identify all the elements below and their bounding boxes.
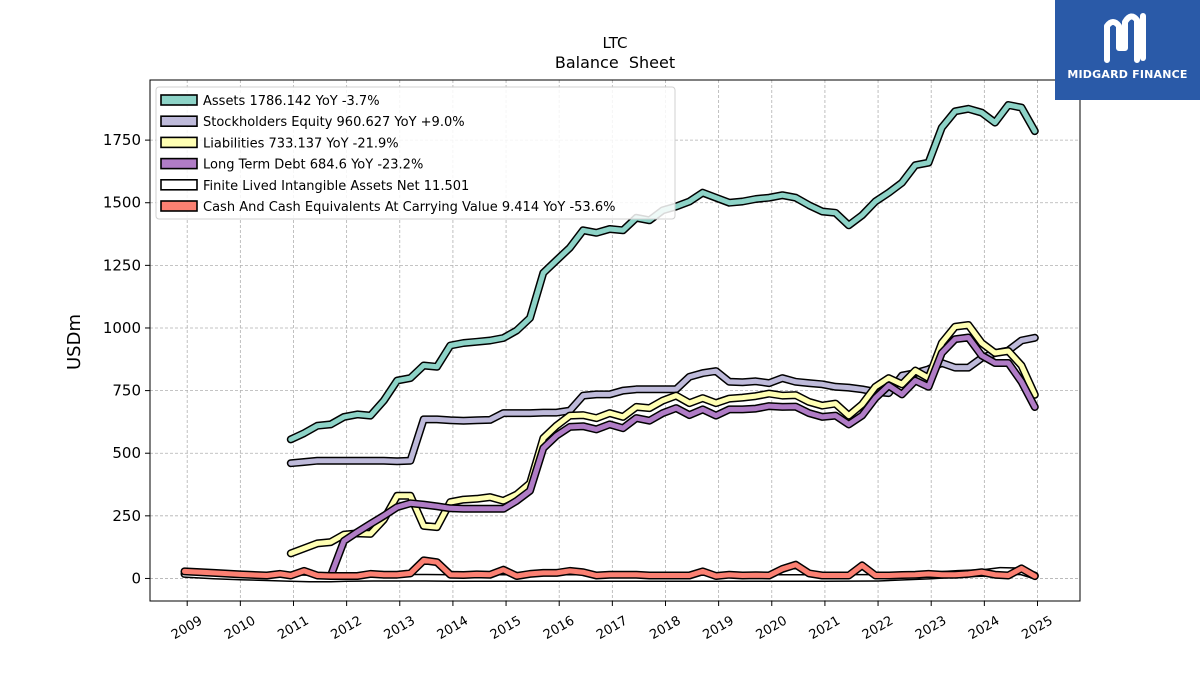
x-tick-label: 2023 xyxy=(913,613,949,643)
y-tick-label: 0 xyxy=(131,569,141,587)
legend-entry-label: Finite Lived Intangible Assets Net 11.50… xyxy=(203,179,469,194)
y-tick-label: 1500 xyxy=(103,194,141,212)
series-layer xyxy=(180,101,1039,583)
chart-title: LTC xyxy=(602,34,627,52)
y-tick-label: 750 xyxy=(112,382,141,400)
legend: Assets 1786.142 YoY -3.7% Stockholders Eq… xyxy=(155,86,676,220)
legend-swatch xyxy=(160,157,198,170)
legend-box xyxy=(155,86,676,220)
x-tick-label: 2017 xyxy=(594,613,630,643)
series-2 xyxy=(286,321,1039,558)
brand-logo: MIDGARD FINANCE xyxy=(1055,0,1200,100)
legend-entry-label: Stockholders Equity 960.627 YoY +9.0% xyxy=(203,115,465,130)
chart-subtitle: Balance Sheet xyxy=(555,53,675,72)
y-axis-label: USDm xyxy=(64,314,85,370)
y-tick-label: 1750 xyxy=(103,131,141,149)
x-tick-label: 2020 xyxy=(754,613,790,643)
plot-frame xyxy=(149,79,1081,602)
series-line-outline xyxy=(286,321,1039,558)
legend-swatch xyxy=(160,115,198,127)
midgard-m-logo-icon xyxy=(1104,13,1146,63)
legend-swatch xyxy=(160,200,198,212)
brand-name: MIDGARD FINANCE xyxy=(1067,68,1188,81)
x-tick-label: 2018 xyxy=(647,613,683,643)
legend-entry-label: Cash And Cash Equivalents At Carrying Va… xyxy=(203,200,615,215)
x-tick-label: 2012 xyxy=(328,613,364,643)
x-tick-label: 2014 xyxy=(435,613,471,643)
x-tick-label: 2013 xyxy=(382,613,418,643)
series-5 xyxy=(180,556,1039,581)
y-tick-label: 500 xyxy=(112,444,141,462)
x-tick-label: 2021 xyxy=(807,613,843,643)
legend-entry-label: Long Term Debt 684.6 YoY -23.2% xyxy=(203,158,423,173)
x-tick-label: 2016 xyxy=(541,613,577,643)
x-tick-label: 2024 xyxy=(966,613,1002,643)
series-3 xyxy=(326,333,1039,580)
legend-swatch xyxy=(160,136,198,149)
x-tick-label: 2015 xyxy=(488,613,524,643)
legend-entry-label: Liabilities 733.137 YoY -21.9% xyxy=(203,136,399,151)
legend-swatch xyxy=(160,94,198,106)
x-tick-label: 2019 xyxy=(700,613,736,643)
series-line xyxy=(182,557,1038,579)
series-line xyxy=(328,335,1038,579)
series-line xyxy=(288,322,1038,556)
legend-swatch xyxy=(160,179,198,191)
y-tick-label: 250 xyxy=(112,507,141,525)
x-tick-label: 2009 xyxy=(169,613,205,643)
y-tick-label: 1000 xyxy=(103,319,141,337)
x-tick-label: 2010 xyxy=(222,613,258,643)
x-tick-label: 2025 xyxy=(1019,613,1055,643)
x-tick-label: 2022 xyxy=(860,613,896,643)
x-tick-label: 2011 xyxy=(275,613,311,643)
legend-entry-label: Assets 1786.142 YoY -3.7% xyxy=(203,94,380,109)
y-tick-label: 1250 xyxy=(103,256,141,274)
